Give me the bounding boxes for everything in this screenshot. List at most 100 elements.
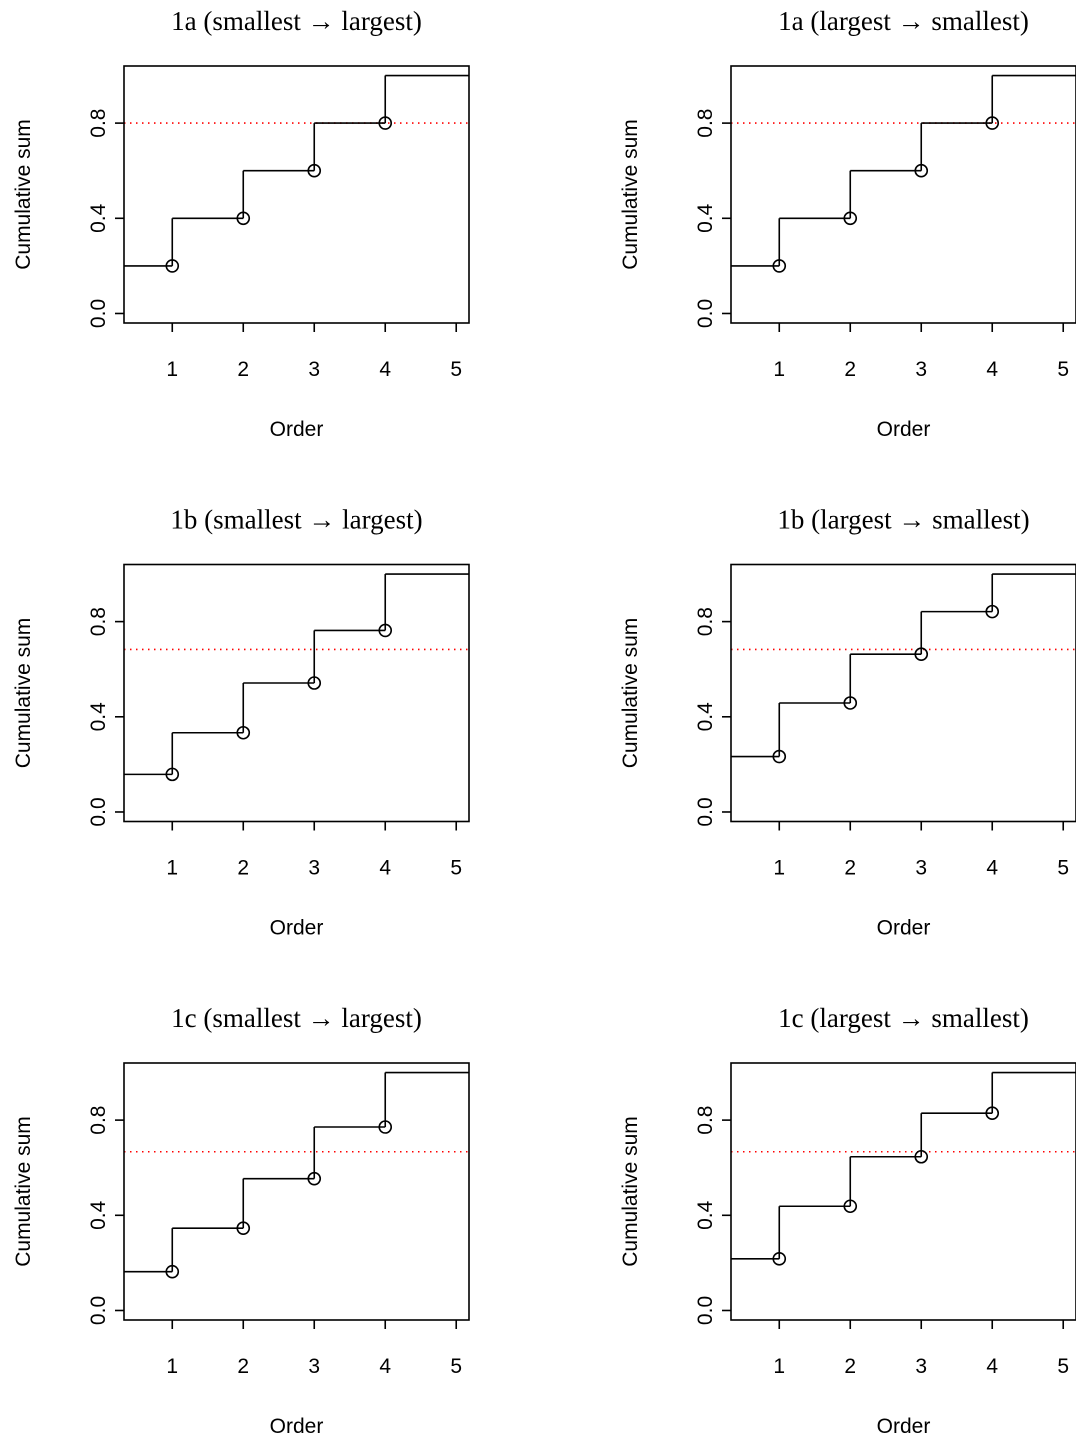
point	[236, 211, 251, 226]
chart-title: 1c (largest → smallest)	[778, 1003, 1029, 1033]
panel: 1a (largest → smallest) Order Cumulative s…	[619, 6, 1076, 441]
panel: 1c (smallest → largest) Order Cumulative s…	[12, 1003, 470, 1438]
x-tick-label: 1	[166, 1355, 178, 1378]
y-tick-label: 0.4	[694, 702, 717, 732]
chart-title: 1c (smallest → largest)	[171, 1003, 422, 1033]
point	[914, 1149, 929, 1164]
x-tick-label: 1	[773, 358, 785, 381]
plot-frame	[123, 65, 470, 324]
x-axis-label: Order	[270, 418, 324, 441]
point	[985, 1106, 1000, 1121]
y-tick-label: 0.4	[694, 1200, 717, 1230]
x-tick-label: 5	[450, 1355, 462, 1378]
point	[772, 259, 787, 273]
x-tick-label: 4	[986, 1355, 998, 1378]
plot-frame	[730, 563, 1076, 823]
x-tick-label: 3	[915, 857, 927, 880]
x-tick-label: 2	[844, 358, 856, 381]
x-tick-label: 3	[915, 358, 927, 381]
x-tick-label: 5	[1057, 857, 1069, 880]
y-axis-label: Cumulative sum	[619, 119, 642, 270]
x-tick-label: 3	[308, 857, 320, 880]
x-tick-label: 2	[237, 358, 249, 381]
x-tick-label: 4	[379, 358, 391, 381]
x-tick-label: 5	[450, 358, 462, 381]
point	[914, 647, 929, 662]
panel: 1a (smallest → largest) Order Cumulative s…	[12, 6, 470, 441]
x-tick-label: 2	[844, 1355, 856, 1378]
y-tick-label: 0.8	[87, 109, 110, 138]
chart-title: 1a (largest → smallest)	[778, 6, 1029, 36]
x-axis-label: Order	[877, 917, 931, 940]
y-tick-label: 0.0	[87, 797, 110, 826]
y-tick-label: 0.8	[694, 1106, 717, 1135]
panel: 1b (smallest → largest) Order Cumulative s…	[12, 505, 470, 940]
x-tick-label: 2	[844, 857, 856, 880]
x-tick-label: 3	[308, 1355, 320, 1378]
point	[378, 1120, 393, 1134]
x-tick-label: 3	[915, 1355, 927, 1378]
point	[378, 116, 393, 130]
point	[307, 676, 322, 690]
point	[236, 725, 251, 740]
point	[165, 767, 180, 782]
y-axis-label: Cumulative sum	[619, 1116, 642, 1267]
y-tick-label: 0.8	[87, 607, 110, 636]
point	[843, 211, 858, 226]
x-tick-label: 3	[308, 358, 320, 381]
point	[236, 1221, 251, 1235]
point	[772, 749, 787, 764]
plot-frame	[123, 563, 470, 823]
x-axis-label: Order	[270, 1415, 324, 1438]
y-tick-label: 0.0	[694, 1296, 717, 1325]
x-tick-label: 4	[379, 1355, 391, 1378]
x-axis-label: Order	[877, 418, 931, 441]
point	[165, 1264, 180, 1279]
y-tick-label: 0.0	[694, 797, 717, 826]
y-tick-label: 0.4	[87, 203, 110, 233]
x-tick-label: 2	[237, 1355, 249, 1378]
point	[165, 259, 180, 273]
y-tick-label: 0.0	[87, 299, 110, 328]
point	[307, 1171, 322, 1186]
y-tick-label: 0.8	[694, 109, 717, 138]
point	[914, 163, 929, 178]
point	[985, 604, 1000, 619]
x-tick-label: 4	[986, 857, 998, 880]
x-tick-label: 5	[1057, 1355, 1069, 1378]
panel: 1c (largest → smallest) Order Cumulative s…	[619, 1003, 1076, 1438]
y-tick-label: 0.4	[87, 702, 110, 732]
y-tick-label: 0.8	[87, 1106, 110, 1135]
y-axis-label: Cumulative sum	[619, 618, 642, 769]
x-tick-label: 4	[986, 358, 998, 381]
point	[307, 163, 322, 178]
y-tick-label: 0.8	[694, 607, 717, 636]
x-axis-label: Order	[270, 917, 324, 940]
y-tick-label: 0.0	[694, 299, 717, 328]
y-tick-label: 0.4	[87, 1200, 110, 1230]
point	[985, 116, 1000, 130]
y-axis-label: Cumulative sum	[12, 618, 35, 769]
x-axis-label: Order	[877, 1415, 931, 1438]
x-tick-label: 4	[379, 857, 391, 880]
x-tick-label: 5	[1057, 358, 1069, 381]
x-tick-label: 1	[166, 358, 178, 381]
point	[378, 623, 393, 638]
plot-frame	[123, 1062, 470, 1321]
x-tick-label: 1	[773, 1355, 785, 1378]
chart-title: 1a (smallest → largest)	[171, 6, 422, 36]
x-tick-label: 5	[450, 857, 462, 880]
point	[843, 1199, 858, 1214]
point	[772, 1252, 787, 1266]
x-tick-label: 1	[773, 857, 785, 880]
chart-title: 1b (largest → smallest)	[777, 505, 1029, 535]
y-tick-label: 0.4	[694, 203, 717, 233]
plot-frame	[730, 1062, 1076, 1321]
y-axis-label: Cumulative sum	[12, 1116, 35, 1267]
x-tick-label: 1	[166, 857, 178, 880]
point	[843, 696, 858, 710]
chart-title: 1b (smallest → largest)	[170, 505, 422, 535]
x-tick-label: 2	[237, 857, 249, 880]
y-axis-label: Cumulative sum	[12, 119, 35, 270]
